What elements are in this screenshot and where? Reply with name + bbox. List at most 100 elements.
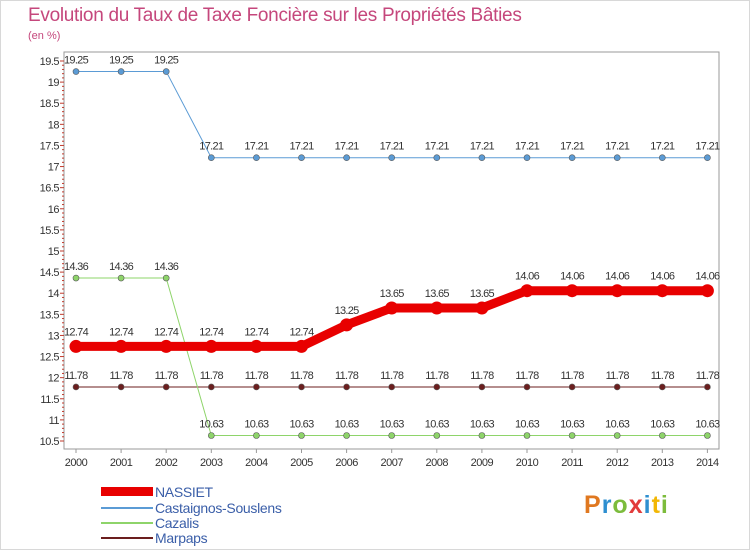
data-point-castaignos-souslens	[208, 154, 215, 161]
logo-letter: o	[612, 491, 629, 519]
data-label-castaignos-souslens: 17.21	[560, 141, 585, 153]
data-point-cazalis	[388, 432, 396, 439]
legend-label: Castaignos-Souslens	[155, 499, 282, 516]
data-point-marpaps	[704, 383, 711, 391]
y-tick-label: 19.5	[40, 56, 60, 68]
data-label-marpaps: 11.78	[155, 370, 179, 382]
data-label-castaignos-souslens: 17.21	[650, 141, 675, 153]
legend-label: NASSIET	[155, 483, 213, 500]
series-lines	[69, 68, 714, 439]
data-point-nassiet	[565, 284, 579, 298]
data-label-nassiet: 12.74	[289, 326, 314, 338]
x-tick-label: 2011	[561, 457, 583, 469]
data-point-cazalis	[162, 274, 170, 282]
data-label-nassiet: 13.65	[380, 288, 405, 300]
data-point-cazalis	[613, 432, 621, 439]
data-label-castaignos-souslens: 17.21	[695, 141, 720, 153]
data-point-castaignos-souslens	[388, 154, 396, 161]
data-label-marpaps: 11.78	[64, 370, 88, 382]
x-tick-label: 2006	[335, 457, 358, 469]
chart-title: Evolution du Taux de Taxe Foncière sur l…	[28, 5, 522, 26]
x-tick-label: 2008	[426, 457, 449, 469]
logo-letter: i	[660, 491, 669, 519]
x-tick-label: 2004	[245, 457, 268, 469]
data-point-marpaps	[388, 383, 396, 391]
data-label-marpaps: 11.78	[380, 370, 404, 382]
data-label-castaignos-souslens: 17.21	[244, 141, 269, 153]
x-tick-label: 2007	[380, 457, 403, 469]
data-point-cazalis	[208, 432, 215, 439]
data-label-cazalis: 10.63	[470, 419, 495, 431]
y-tick-label: 17	[48, 162, 60, 174]
data-label-marpaps: 11.78	[425, 370, 449, 382]
data-point-marpaps	[72, 383, 80, 391]
data-point-castaignos-souslens	[523, 154, 531, 161]
data-label-marpaps: 11.78	[290, 370, 314, 382]
data-point-marpaps	[523, 383, 531, 391]
data-point-cazalis	[253, 432, 260, 439]
y-tick-label: 16.5	[40, 183, 60, 195]
y-tick-label: 10.5	[40, 436, 60, 448]
data-point-nassiet	[249, 339, 263, 353]
legend-swatch	[101, 536, 153, 539]
data-label-cazalis: 10.63	[199, 419, 224, 431]
data-label-marpaps: 11.78	[696, 370, 720, 382]
data-point-nassiet	[340, 318, 354, 332]
y-tick-label: 18.5	[40, 98, 60, 110]
data-point-cazalis	[343, 432, 350, 439]
data-point-marpaps	[613, 383, 621, 391]
data-label-nassiet: 12.74	[154, 326, 179, 338]
data-label-marpaps: 11.78	[245, 370, 269, 382]
legend-swatch	[101, 487, 153, 496]
y-tick-label: 16	[48, 204, 60, 216]
data-point-castaignos-souslens	[658, 154, 666, 161]
legend-label: Marpaps	[155, 529, 208, 546]
data-label-nassiet: 12.74	[64, 326, 89, 338]
data-point-nassiet	[114, 339, 128, 353]
data-point-marpaps	[568, 383, 576, 391]
y-tick-label: 12.5	[40, 352, 60, 364]
data-label-cazalis: 10.63	[605, 419, 630, 431]
data-label-castaignos-souslens: 17.21	[605, 141, 630, 153]
y-tick-label: 13	[48, 330, 60, 342]
data-label-cazalis: 10.63	[380, 419, 405, 431]
logo-letter: r	[601, 491, 613, 519]
data-point-castaignos-souslens	[613, 154, 621, 161]
data-label-cazalis: 10.63	[244, 419, 269, 431]
data-label-castaignos-souslens: 17.21	[199, 141, 224, 153]
x-tick-label: 2013	[651, 457, 674, 469]
data-label-marpaps: 11.78	[651, 370, 675, 382]
data-label-nassiet: 14.06	[515, 271, 540, 283]
y-tick-label: 17.5	[40, 140, 60, 152]
data-point-nassiet	[385, 301, 399, 315]
data-labels: 11.78 11.78 11.78 11.78 11.78 11.78 11.78 11.78…	[64, 55, 721, 431]
logo-letter: x	[628, 491, 644, 519]
y-tick-label: 11	[49, 415, 60, 427]
data-point-nassiet	[69, 339, 83, 353]
data-point-cazalis	[568, 432, 576, 439]
data-point-marpaps	[433, 383, 441, 391]
data-point-cazalis	[433, 432, 441, 439]
data-label-nassiet: 12.74	[109, 326, 134, 338]
data-point-cazalis	[658, 432, 666, 439]
data-point-cazalis	[117, 274, 125, 282]
data-label-castaignos-souslens: 19.25	[154, 55, 179, 67]
data-point-marpaps	[208, 383, 215, 391]
data-label-cazalis: 10.63	[650, 419, 675, 431]
data-point-marpaps	[162, 383, 170, 391]
y-tick-label: 14	[48, 288, 60, 300]
data-label-castaignos-souslens: 17.21	[425, 141, 450, 153]
data-label-cazalis: 14.36	[64, 261, 89, 273]
y-tick-label: 11.5	[40, 394, 59, 406]
data-point-nassiet	[700, 284, 714, 298]
data-point-marpaps	[658, 383, 666, 391]
data-label-marpaps: 11.78	[560, 370, 584, 382]
logo-letter: t	[651, 491, 661, 519]
data-label-cazalis: 10.63	[335, 419, 360, 431]
data-label-nassiet: 14.06	[650, 271, 675, 283]
data-point-marpaps	[253, 383, 260, 391]
axes: 10.5 11 11.5 12 12.5 13 13.5 14 14.5 15 15.5 16 16.5…	[40, 51, 720, 469]
data-label-castaignos-souslens: 17.21	[380, 141, 405, 153]
